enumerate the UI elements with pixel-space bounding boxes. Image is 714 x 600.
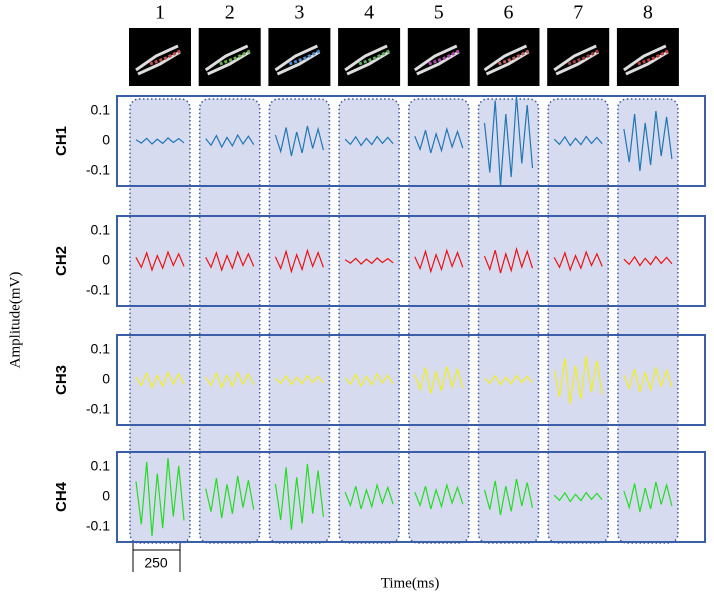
y-tick-label: 0 — [102, 252, 110, 268]
emg-trace — [483, 95, 534, 187]
hand-drawing — [483, 44, 530, 76]
hand-drawing — [413, 44, 460, 76]
emg-trace — [553, 250, 603, 272]
gesture-image — [616, 28, 679, 86]
gesture-image — [338, 28, 401, 86]
emg-trace — [274, 374, 324, 386]
hand-drawing — [219, 48, 253, 66]
y-tick-label: -0.1 — [86, 518, 110, 534]
emg-trace — [274, 248, 324, 274]
emg-trace — [483, 246, 534, 274]
column-band — [547, 98, 609, 544]
emg-trace — [205, 475, 255, 519]
hand-drawing — [149, 48, 183, 66]
hand-drawing — [623, 44, 669, 76]
column-label: 4 — [364, 2, 374, 24]
column-band — [268, 98, 331, 544]
emg-trace — [553, 135, 603, 147]
scale-bar-label: 250 — [144, 555, 168, 571]
column-band — [617, 98, 679, 544]
column-label: 6 — [504, 2, 514, 24]
hand-drawing — [204, 44, 251, 76]
panel-frame — [116, 451, 706, 543]
y-tick-label: 0.1 — [91, 222, 111, 238]
y-tick-label: 0.1 — [91, 102, 111, 118]
emg-trace — [135, 137, 185, 145]
emg-trace — [205, 370, 255, 390]
emg-trace — [484, 374, 533, 386]
channel-label: CH2 — [53, 246, 70, 276]
column-band — [198, 98, 261, 544]
emg-trace — [623, 481, 673, 513]
y-tick-label: 0 — [102, 488, 110, 504]
hand-drawing — [358, 48, 392, 66]
emg-trace — [414, 482, 464, 510]
hand-drawing — [567, 48, 601, 66]
emg-trace — [274, 125, 324, 157]
y-axis-label: Amplitude(mV) — [7, 272, 23, 369]
emg-trace — [135, 250, 185, 272]
emg-trace — [553, 355, 603, 405]
hand-drawing — [274, 44, 321, 76]
emg-trace — [344, 372, 394, 388]
emg-trace — [205, 133, 255, 149]
hand-drawing — [428, 48, 462, 66]
column-label: 5 — [434, 2, 444, 24]
emg-trace — [205, 250, 255, 272]
column-band — [338, 98, 400, 544]
column-label: 1 — [155, 2, 165, 24]
emg-trace — [623, 255, 673, 267]
emg-trace — [414, 248, 464, 274]
y-tick-label: -0.1 — [86, 282, 110, 298]
emg-trace — [135, 370, 185, 390]
column-label: 8 — [643, 2, 653, 24]
scale-bar — [132, 542, 181, 572]
emg-trace — [553, 491, 603, 503]
emg-trace — [623, 110, 673, 172]
hand-drawing — [497, 48, 532, 66]
y-tick-label: -0.1 — [86, 162, 110, 178]
column-band — [129, 98, 191, 544]
column-band — [408, 98, 470, 544]
emg-trace — [344, 135, 394, 147]
y-tick-label: 0.1 — [91, 341, 111, 357]
emg-trace — [344, 257, 394, 265]
emg-trace — [623, 365, 673, 393]
emg-trace — [344, 482, 394, 510]
gesture-image — [268, 28, 331, 86]
emg-trace — [135, 457, 185, 537]
y-tick-label: -0.1 — [86, 401, 110, 417]
hand-drawing — [288, 48, 323, 66]
hand-drawing — [135, 44, 181, 76]
gesture-image — [129, 28, 191, 86]
panel-frame — [116, 334, 706, 426]
panel-frame — [116, 95, 706, 187]
channel-label: CH3 — [53, 365, 70, 395]
gesture-image — [547, 28, 610, 86]
emg-trace — [274, 463, 324, 531]
channel-label: CH1 — [53, 126, 70, 156]
x-axis-label: Time(ms) — [381, 575, 440, 591]
gesture-image — [198, 28, 261, 86]
y-tick-label: 0 — [102, 371, 110, 387]
channel-label: CH4 — [53, 481, 70, 512]
column-label: 7 — [573, 2, 583, 24]
emg-trace — [483, 478, 534, 516]
column-band — [477, 98, 540, 544]
column-label: 2 — [225, 2, 235, 24]
y-tick-label: 0 — [102, 132, 110, 148]
panel-frame — [116, 215, 706, 307]
hand-drawing — [553, 44, 599, 76]
gesture-image — [407, 28, 470, 86]
hand-drawing — [637, 48, 671, 66]
hand-drawing — [344, 44, 390, 76]
emg-trace — [414, 366, 464, 394]
y-tick-label: 0.1 — [91, 458, 111, 474]
emg-trace — [414, 126, 464, 154]
column-label: 3 — [294, 2, 304, 24]
gesture-image — [477, 28, 540, 86]
